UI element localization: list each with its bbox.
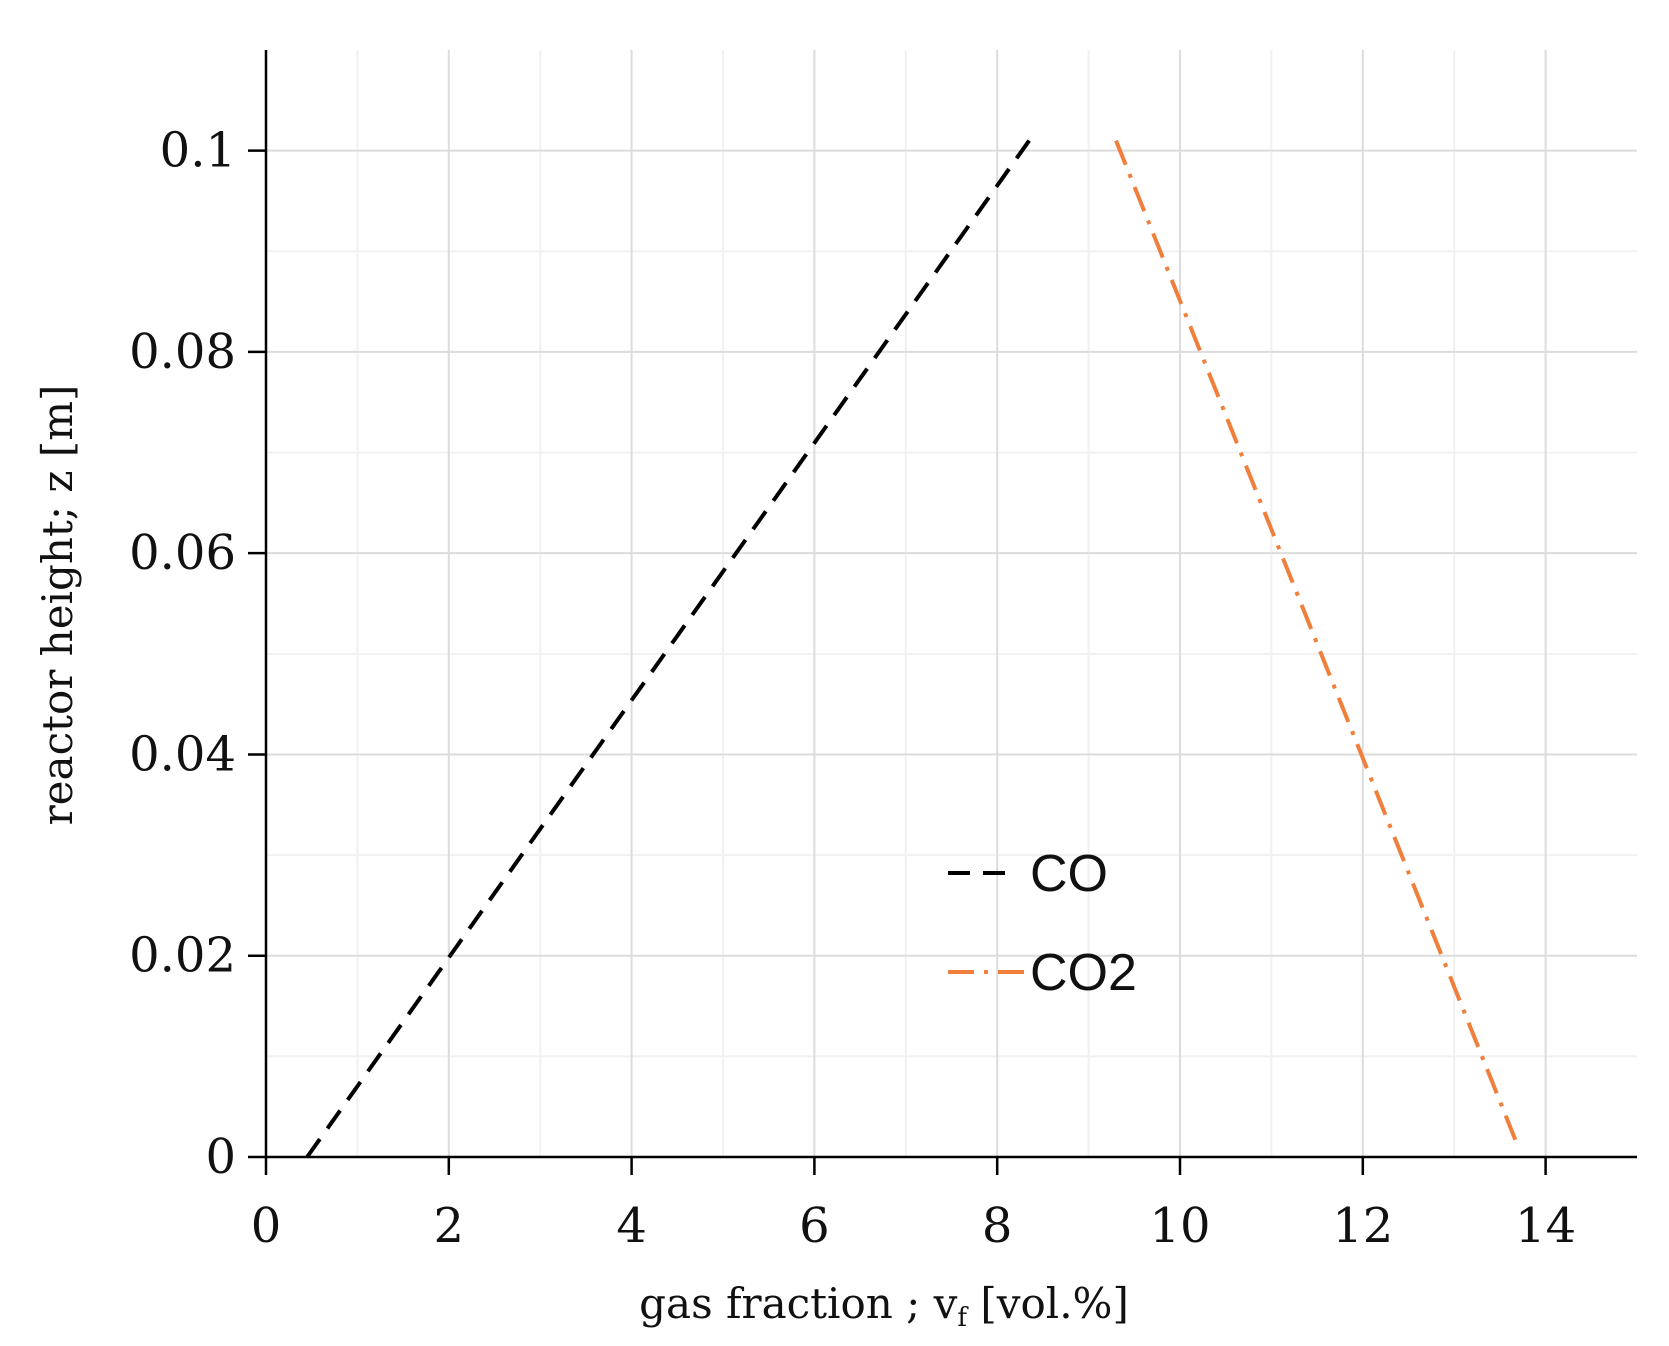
series-line-co2 — [1114, 139, 1521, 1148]
y-tick-label: 0.04 — [129, 726, 236, 782]
legend: CO CO2 — [948, 845, 1137, 1002]
x-tick-label: 8 — [982, 1198, 1013, 1254]
x-axis-label-tail: [vol.%] — [967, 1279, 1129, 1328]
y-tick-label: 0.08 — [129, 324, 236, 380]
series-line-co — [305, 139, 1031, 1159]
y-tick-label: 0.02 — [129, 928, 236, 984]
x-tick-label: 4 — [616, 1198, 647, 1254]
y-tick-label: 0.1 — [160, 123, 236, 179]
tick-labels: 0 2 4 6 8 10 12 14 0 0.02 0.04 0.06 0.08 0.1 — [129, 123, 1576, 1254]
axes — [248, 50, 1637, 1175]
y-axis-label: reactor height; z [m] — [33, 385, 82, 826]
x-tick-label: 10 — [1149, 1198, 1210, 1254]
y-tick-label: 0.06 — [129, 525, 236, 581]
x-tick-label: 0 — [251, 1198, 282, 1254]
x-tick-label: 6 — [799, 1198, 830, 1254]
x-axis-label-sub: f — [957, 1303, 969, 1333]
x-tick-label: 14 — [1515, 1198, 1576, 1254]
major-grid — [266, 50, 1637, 1157]
series-layer — [305, 139, 1521, 1159]
legend-label-co2: CO2 — [1030, 944, 1137, 1002]
x-axis-label-main: gas fraction ; v — [639, 1279, 958, 1328]
minor-grid — [266, 50, 1637, 1157]
x-tick-label: 12 — [1332, 1198, 1393, 1254]
x-axis-label: gas fraction ; vf [vol.%] — [639, 1279, 1129, 1333]
y-tick-label: 0 — [205, 1129, 236, 1185]
x-tick-label: 2 — [434, 1198, 465, 1254]
legend-label-co: CO — [1030, 845, 1108, 903]
